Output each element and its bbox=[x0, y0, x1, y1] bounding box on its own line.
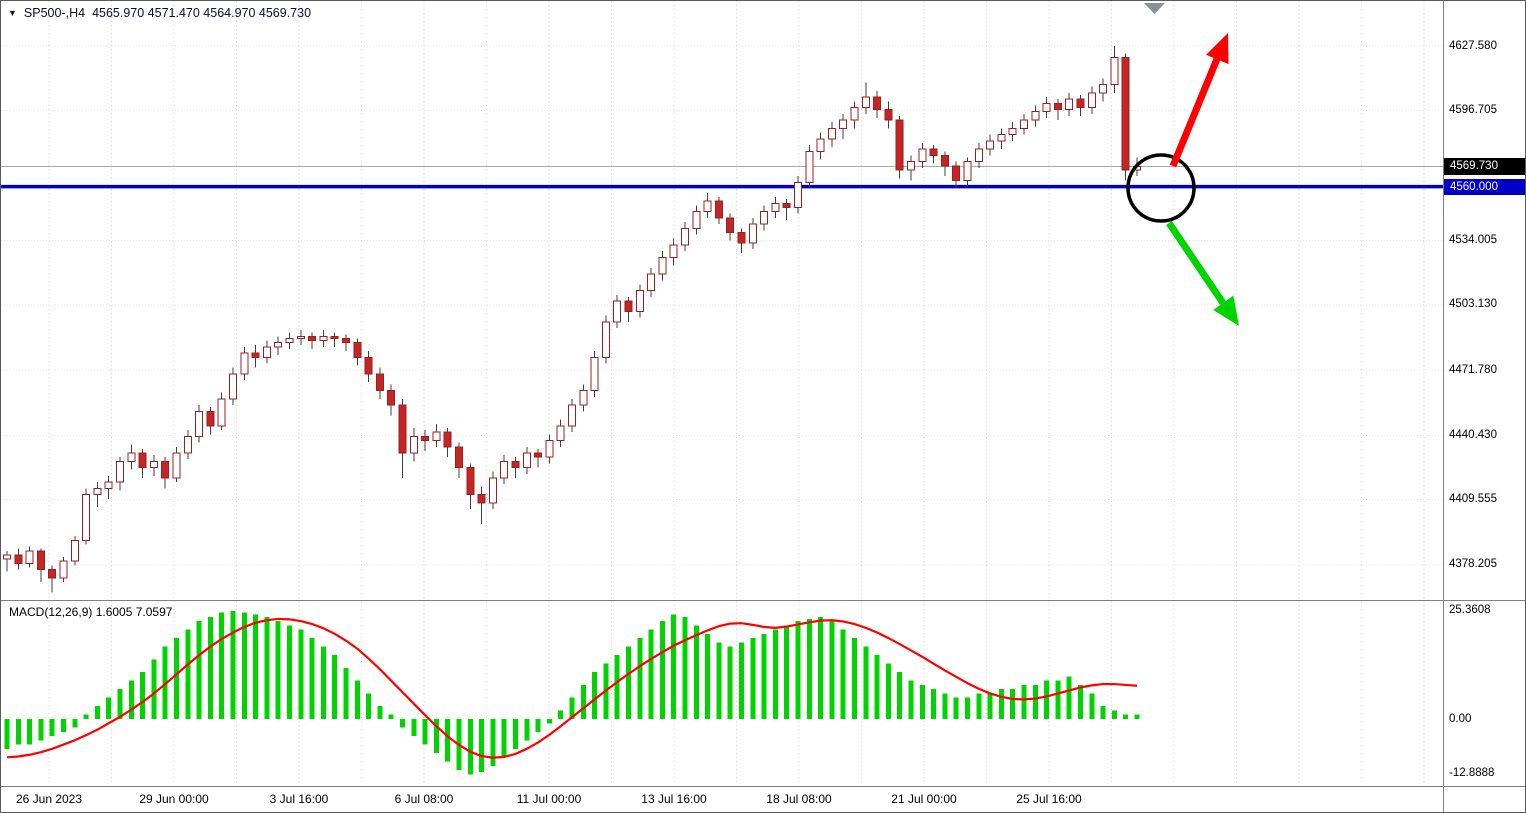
price-axis-label: 4534.005 bbox=[1449, 234, 1497, 247]
price-axis-label: 4409.555 bbox=[1449, 493, 1497, 506]
grid-layer bbox=[1, 1, 1443, 785]
price-axis-label: 4440.430 bbox=[1449, 428, 1497, 441]
green-down-arrow[interactable] bbox=[1166, 221, 1239, 326]
time-axis-label: 6 Jul 08:00 bbox=[394, 792, 454, 806]
time-axis-label: 11 Jul 00:00 bbox=[516, 792, 582, 806]
macd-axis-label: -12.8888 bbox=[1449, 767, 1495, 780]
current-price-tag: 4569.730 bbox=[1444, 158, 1525, 176]
time-axis-label: 26 Jun 2023 bbox=[15, 792, 83, 806]
chart-header: ▼ SP500-,H4 4565.970 4571.470 4564.970 4… bbox=[8, 6, 311, 20]
red-up-arrow[interactable] bbox=[1169, 33, 1229, 168]
time-axis-label: 29 Jun 00:00 bbox=[139, 792, 209, 806]
time-axis-label: 21 Jul 00:00 bbox=[891, 792, 957, 806]
time-axis-label: 13 Jul 16:00 bbox=[641, 792, 707, 806]
level-price-tag: 4560.000 bbox=[1444, 178, 1525, 196]
price-axis-label: 4596.705 bbox=[1449, 103, 1497, 116]
symbol-dropdown-icon: ▼ bbox=[8, 7, 17, 18]
time-axis-label: 18 Jul 08:00 bbox=[766, 792, 832, 806]
symbol-timeframe-label: SP500-,H4 bbox=[23, 6, 86, 20]
price-axis-label: 4471.780 bbox=[1449, 363, 1497, 376]
time-axis-label: 25 Jul 16:00 bbox=[1016, 792, 1082, 806]
price-axis-label: 4503.130 bbox=[1449, 298, 1497, 311]
macd-axis-label: 25.3608 bbox=[1449, 604, 1491, 617]
candles-layer bbox=[3, 46, 1141, 593]
level-price-value: 4560.000 bbox=[1450, 180, 1498, 193]
current-price-value: 4569.730 bbox=[1450, 160, 1498, 173]
price-axis-label: 4627.580 bbox=[1449, 39, 1497, 52]
highlight-circle[interactable] bbox=[1126, 153, 1196, 223]
time-axis-label: 3 Jul 16:00 bbox=[269, 792, 329, 806]
ohlc-readout: 4565.970 4571.470 4564.970 4569.730 bbox=[92, 6, 312, 20]
price-axis-label: 4378.205 bbox=[1449, 558, 1497, 571]
macd-indicator-label: MACD(12,26,9) 1.6005 7.0597 bbox=[9, 605, 173, 619]
macd-layer bbox=[4, 610, 1140, 775]
macd-signal-line bbox=[6, 617, 1138, 759]
top-marker-triangle-icon bbox=[1144, 3, 1165, 14]
macd-axis-label: 0.00 bbox=[1449, 712, 1472, 725]
